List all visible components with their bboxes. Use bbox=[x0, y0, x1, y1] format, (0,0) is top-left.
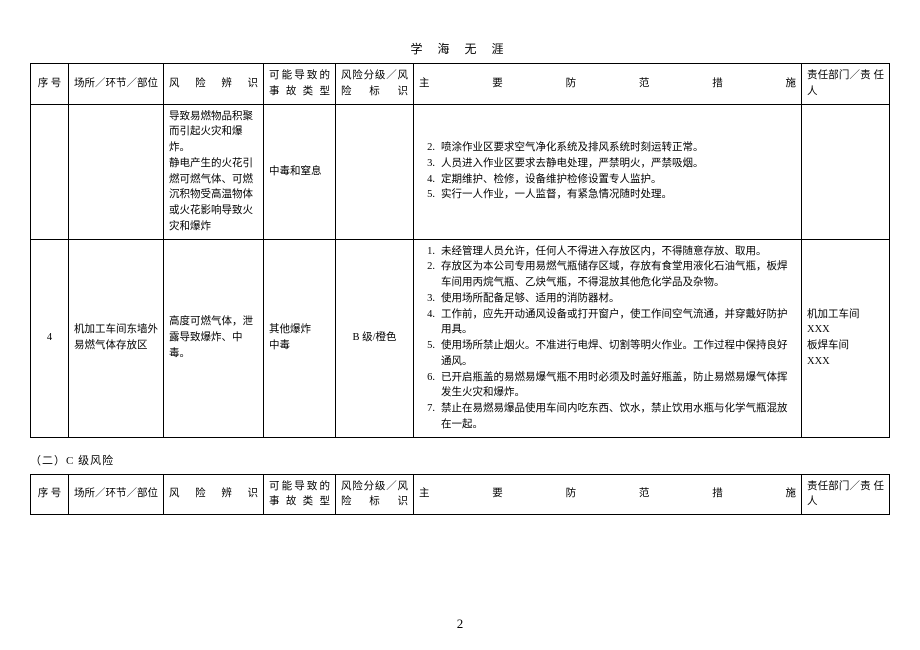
cell-measure: 2.喷涂作业区要求空气净化系统及排风系统时刻运转正常。 3.人员进入作业区要求去… bbox=[414, 104, 802, 239]
measures-list: 1.未经管理人员允许，任何人不得进入存放区内，不得随意存放、取用。 2.存放区为… bbox=[419, 244, 796, 433]
risk-table-b: 序 号 场所／环节／部位 风 险 辨 识 可能导致的事故类型 风险分级／风险标识… bbox=[30, 63, 890, 438]
th-level: 风险分级／风险标识 bbox=[336, 64, 414, 105]
th-loc: 场所／环节／部位 bbox=[69, 64, 164, 105]
cell-acc: 中毒和窒息 bbox=[264, 104, 336, 239]
cell-level: B 级/橙色 bbox=[336, 239, 414, 437]
cell-loc: 机加工车间东墙外易燃气体存放区 bbox=[69, 239, 164, 437]
cell-level bbox=[336, 104, 414, 239]
cell-seq: 4 bbox=[31, 239, 69, 437]
cell-seq bbox=[31, 104, 69, 239]
cell-dept bbox=[802, 104, 890, 239]
th-dept: 责任部门／责 任 人 bbox=[802, 474, 890, 515]
th-dept: 责任部门／责 任 人 bbox=[802, 64, 890, 105]
page-number: 2 bbox=[0, 616, 920, 632]
th-level: 风险分级／风险标识 bbox=[336, 474, 414, 515]
table-header-row: 序 号 场所／环节／部位 风 险 辨 识 可能导致的事故类型 风险分级／风险标识… bbox=[31, 64, 890, 105]
th-acc: 可能导致的事故类型 bbox=[264, 474, 336, 515]
th-measure: 主 要 防 范 措 施 bbox=[414, 64, 802, 105]
measures-list: 2.喷涂作业区要求空气净化系统及排风系统时刻运转正常。 3.人员进入作业区要求去… bbox=[419, 140, 796, 203]
cell-acc: 其他爆炸 中毒 bbox=[264, 239, 336, 437]
section-c-title: （二）C 级风险 bbox=[30, 452, 890, 468]
risk-table-c: 序 号 场所／环节／部位 风 险 辨 识 可能导致的事故类型 风险分级／风险标识… bbox=[30, 474, 890, 516]
cell-measure: 1.未经管理人员允许，任何人不得进入存放区内，不得随意存放、取用。 2.存放区为… bbox=[414, 239, 802, 437]
th-risk: 风 险 辨 识 bbox=[164, 64, 264, 105]
th-acc: 可能导致的事故类型 bbox=[264, 64, 336, 105]
cell-risk: 高度可燃气体，泄露导致爆炸、中毒。 bbox=[164, 239, 264, 437]
table-header-row: 序 号 场所／环节／部位 风 险 辨 识 可能导致的事故类型 风险分级／风险标识… bbox=[31, 474, 890, 515]
th-loc: 场所／环节／部位 bbox=[69, 474, 164, 515]
th-risk: 风 险 辨 识 bbox=[164, 474, 264, 515]
cell-dept: 机加工车间 XXX 板焊车间 XXX bbox=[802, 239, 890, 437]
cell-risk: 导致易燃物品积聚而引起火灾和爆炸。 静电产生的火花引燃可燃气体、可燃沉积物受高温… bbox=[164, 104, 264, 239]
th-seq: 序 号 bbox=[31, 64, 69, 105]
cell-loc bbox=[69, 104, 164, 239]
th-seq: 序 号 bbox=[31, 474, 69, 515]
table-row: 4 机加工车间东墙外易燃气体存放区 高度可燃气体，泄露导致爆炸、中毒。 其他爆炸… bbox=[31, 239, 890, 437]
document-header: 学 海 无 涯 bbox=[30, 40, 890, 57]
table-row: 导致易燃物品积聚而引起火灾和爆炸。 静电产生的火花引燃可燃气体、可燃沉积物受高温… bbox=[31, 104, 890, 239]
th-measure: 主 要 防 范 措 施 bbox=[414, 474, 802, 515]
